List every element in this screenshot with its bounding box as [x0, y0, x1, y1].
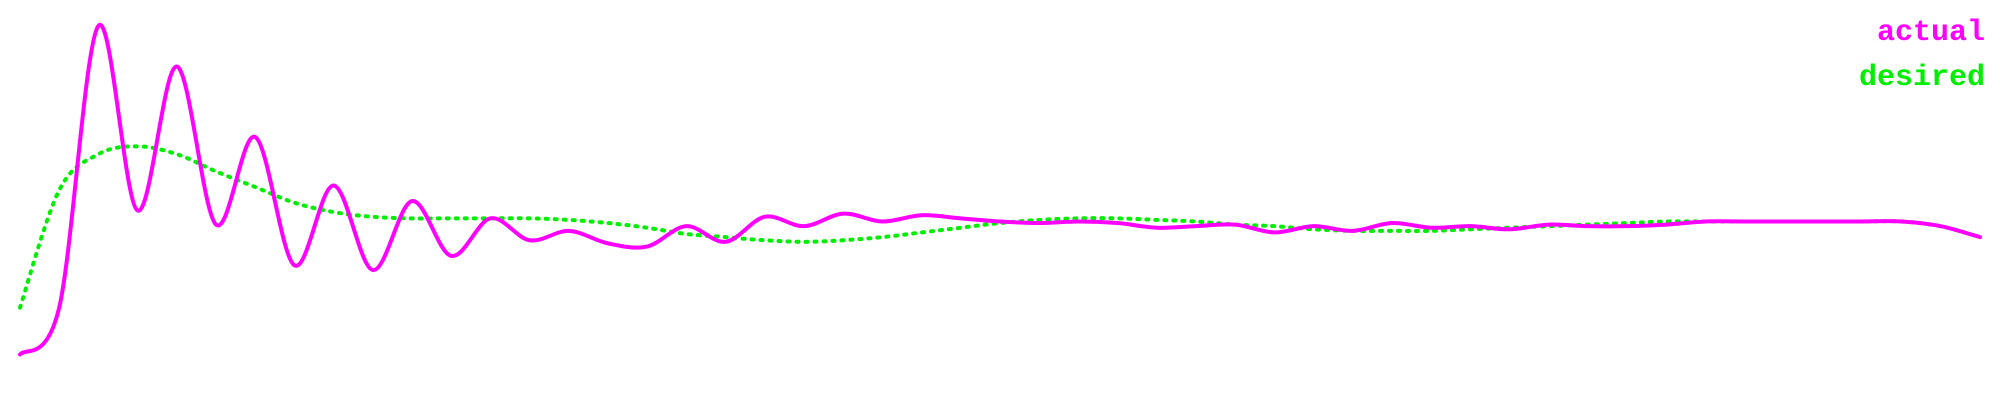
series-line-desired	[18, 144, 1982, 310]
series-line-actual	[18, 23, 1982, 357]
series-layer	[18, 23, 1982, 357]
legend-label-desired: desired	[1859, 61, 1985, 95]
legend: actual desired	[1859, 16, 1985, 95]
legend-label-actual: actual	[1877, 16, 1985, 50]
